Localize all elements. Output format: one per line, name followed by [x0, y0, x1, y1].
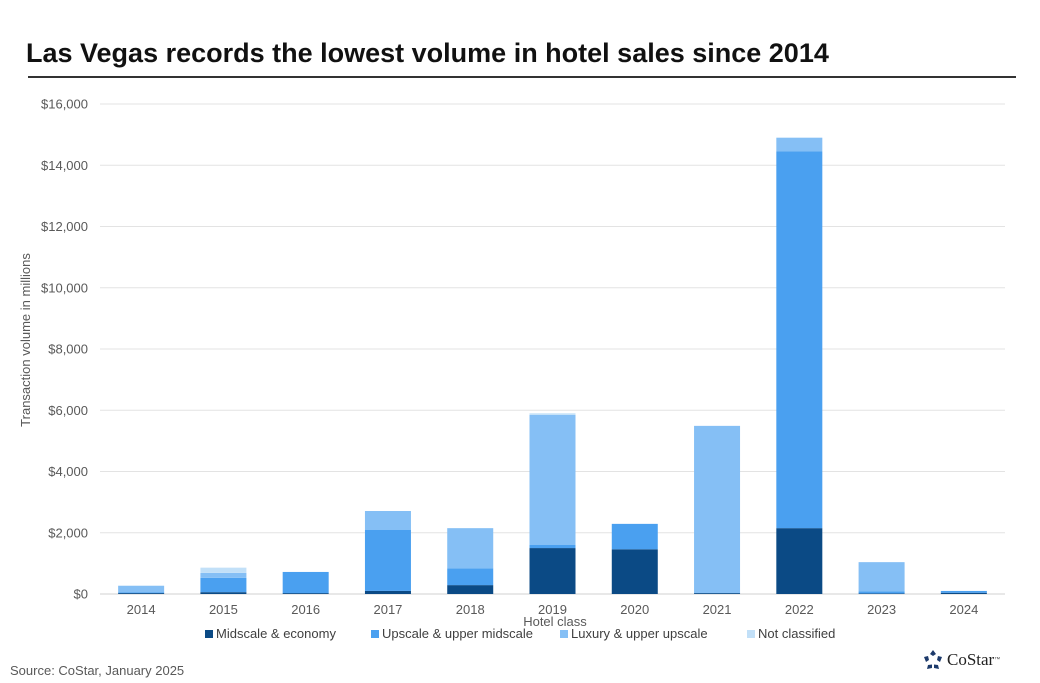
y-tick-label: $10,000 [41, 280, 88, 295]
costar-star-icon [924, 650, 942, 669]
bar-segment-midscale-2023 [858, 593, 905, 594]
source-note: Source: CoStar, January 2025 [10, 663, 185, 678]
legend-item-midscale: Midscale & economy [205, 626, 336, 641]
legend-item-luxury: Luxury & upper upscale [560, 626, 708, 641]
bar-segment-luxury-2015 [200, 572, 247, 578]
legend-swatch-midscale [205, 629, 213, 638]
bar-segment-upscale-2023 [858, 591, 905, 594]
bar-segment-midscale-2015 [200, 592, 247, 594]
legend-item-not-classified: Not classified [747, 626, 835, 641]
bar-segment-not_classified-2015 [200, 567, 247, 573]
x-tick-label: 2018 [456, 602, 485, 617]
y-tick-label: $14,000 [41, 158, 88, 173]
legend-label: Luxury & upper upscale [571, 626, 708, 641]
bar-segment-upscale-2017 [364, 529, 411, 591]
legend-swatch-upscale [371, 629, 379, 638]
x-tick-label: 2021 [703, 602, 732, 617]
bar-segment-upscale-2014 [118, 592, 165, 594]
bar-segment-luxury-2014 [118, 585, 165, 593]
legend-label: Not classified [758, 626, 836, 641]
legend-label: Midscale & economy [216, 626, 336, 641]
x-tick-label: 2017 [373, 602, 402, 617]
y-tick-label: $16,000 [41, 97, 88, 112]
logo-text: CoStar [947, 650, 995, 669]
bar-segment-upscale-2016 [282, 571, 329, 594]
y-tick-label: $8,000 [48, 342, 88, 357]
bar-segment-midscale-2021 [694, 593, 741, 594]
x-axis-label: Hotel class [523, 614, 587, 629]
x-tick-label: 2024 [949, 602, 978, 617]
y-tick-label: $4,000 [48, 464, 88, 479]
bar-segment-midscale-2014 [118, 593, 165, 594]
bar-segment-upscale-2018 [447, 568, 494, 586]
x-tick-label: 2015 [209, 602, 238, 617]
bar-segment-midscale-2024 [940, 592, 987, 594]
bar-segment-not_classified-2019 [529, 413, 576, 415]
bar-segment-upscale-2019 [529, 545, 576, 549]
x-tick-label: 2020 [620, 602, 649, 617]
costar-logo: CoStar ™ [922, 649, 1000, 671]
bar-segment-midscale-2020 [611, 549, 658, 594]
bar-segment-luxury-2018 [447, 528, 494, 569]
bar-segment-upscale-2024 [940, 590, 987, 593]
y-tick-label: $2,000 [48, 525, 88, 540]
x-tick-label: 2014 [127, 602, 156, 617]
y-tick-label: $6,000 [48, 403, 88, 418]
logo-trademark: ™ [994, 657, 1001, 663]
x-tick-label: 2019 [538, 602, 567, 617]
x-axis-ticks: 2014 2015 2016 2017 2018 2019 2020 2021 2022 2023… [127, 602, 979, 617]
y-axis-label: Transaction volume in millions [18, 253, 33, 427]
gridlines [100, 103, 1005, 595]
bar-segment-luxury-2023 [858, 562, 905, 592]
legend-label: Upscale & upper midscale [382, 626, 534, 641]
y-tick-label: $12,000 [41, 219, 88, 234]
x-tick-label: 2022 [785, 602, 814, 617]
bar-segment-upscale-2022 [776, 151, 823, 529]
bar-segment-luxury-2021 [694, 425, 741, 594]
title-divider [28, 76, 1016, 78]
bar-segment-luxury-2017 [364, 511, 411, 530]
x-tick-label: 2023 [867, 602, 896, 617]
legend-item-upscale: Upscale & upper midscale [371, 626, 533, 641]
bars [118, 137, 987, 594]
bar-segment-upscale-2020 [611, 523, 658, 550]
y-tick-label: $0 [74, 587, 88, 602]
legend: Midscale & economy Upscale & upper midsc… [0, 626, 1040, 644]
legend-swatch-not-classified [747, 629, 755, 638]
chart-title: Las Vegas records the lowest volume in h… [26, 38, 829, 68]
bar-segment-midscale-2019 [529, 548, 576, 594]
bar-segment-midscale-2018 [447, 585, 494, 594]
bar-segment-midscale-2017 [364, 590, 411, 594]
bar-segment-luxury-2022 [776, 137, 823, 152]
bar-segment-midscale-2022 [776, 528, 823, 594]
y-axis-ticks: $0 $2,000 $4,000 $6,000 $8,000 $10,000 $12,000… [41, 97, 88, 602]
bar-segment-upscale-2015 [200, 577, 247, 593]
bar-segment-midscale-2016 [282, 593, 329, 594]
x-tick-label: 2016 [291, 602, 320, 617]
legend-swatch-luxury [560, 629, 568, 638]
bar-segment-luxury-2019 [529, 414, 576, 545]
